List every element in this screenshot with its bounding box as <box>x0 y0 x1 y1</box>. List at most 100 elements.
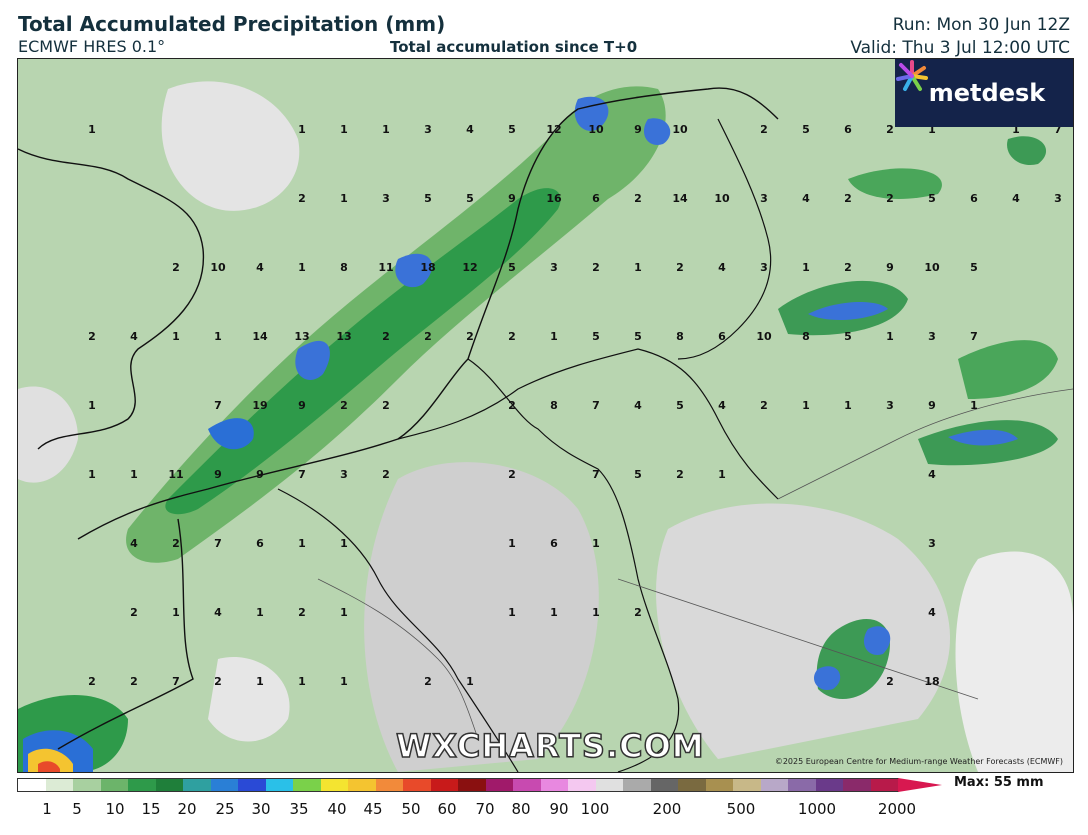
grid-value-label: 4 <box>718 261 726 274</box>
grid-value-label: 1 <box>340 192 348 205</box>
grid-value-label: 7 <box>1054 123 1062 136</box>
grid-value-label: 1 <box>886 330 894 343</box>
grid-value-label: 4 <box>634 399 642 412</box>
grid-value-label: 2 <box>382 468 390 481</box>
colorbar-ticks: 1 5 10 15 20 25 30 35 40 45 50 60 70 80 90 100 200 500 100… <box>17 800 916 820</box>
heavy-rain-cell <box>808 302 888 321</box>
colorbar-tick-label: 10 <box>105 800 125 818</box>
grid-value-label: 2 <box>844 261 852 274</box>
heavy-rain-cell <box>813 666 841 690</box>
grid-value-label: 5 <box>592 330 600 343</box>
grid-value-label: 5 <box>970 261 978 274</box>
grid-value-label: 1 <box>172 606 180 619</box>
colorbar-max-label: Max: 55 mm <box>954 775 1044 790</box>
coastline <box>467 87 779 360</box>
grid-value-label: 2 <box>298 192 306 205</box>
grid-value-label: 8 <box>802 330 810 343</box>
grid-value-label: 1 <box>340 675 348 688</box>
dry-area <box>18 386 78 483</box>
colorbar-arrow <box>898 778 942 792</box>
grid-value-label: 2 <box>760 399 768 412</box>
grid-value-label: 4 <box>214 606 222 619</box>
grid-value-label: 10 <box>588 123 604 136</box>
heavy-rain-cell <box>574 96 609 131</box>
grid-value-label: 6 <box>844 123 852 136</box>
grid-value-label: 5 <box>508 123 516 136</box>
grid-value-label: 14 <box>672 192 688 205</box>
grid-value-label: 1 <box>256 675 264 688</box>
colorbar-tick-label: 20 <box>177 800 197 818</box>
grid-value-label: 3 <box>886 399 894 412</box>
grid-value-label: 2 <box>466 330 474 343</box>
grid-value-label: 4 <box>256 261 264 274</box>
precipitation-colorbar <box>17 778 899 792</box>
grid-value-label: 10 <box>672 123 688 136</box>
region-line <box>777 388 1073 500</box>
grid-value-label: 2 <box>424 330 432 343</box>
grid-value-label: 1 <box>298 261 306 274</box>
grid-value-label: 9 <box>256 468 264 481</box>
grid-value-label: 1 <box>844 399 852 412</box>
grid-value-label: 4 <box>130 330 138 343</box>
grid-value-label: 10 <box>756 330 772 343</box>
colorbar-tick-label: 5 <box>72 800 82 818</box>
heavy-rain-cell <box>863 626 891 655</box>
grid-value-label: 5 <box>676 399 684 412</box>
grid-value-label: 7 <box>592 399 600 412</box>
grid-value-label: 3 <box>550 261 558 274</box>
grid-value-label: 12 <box>462 261 477 274</box>
coastline <box>18 148 205 450</box>
grid-value-label: 9 <box>634 123 642 136</box>
grid-value-label: 1 <box>508 537 516 550</box>
grid-value-label: 1 <box>214 330 222 343</box>
colorbar-tick-label: 90 <box>549 800 569 818</box>
grid-value-label: 2 <box>508 468 516 481</box>
border <box>677 118 772 360</box>
grid-value-label: 1 <box>508 606 516 619</box>
grid-value-label: 1 <box>298 123 306 136</box>
dry-area <box>656 503 951 759</box>
grid-value-label: 1 <box>802 399 810 412</box>
map-canvas: 1 1 1 1 3 4 5 12 10 9 10 2 5 6 2 1 1 72 1 3 5 5 9 16 6 2 14 10 3 4 2 2 5… <box>18 59 1073 772</box>
grid-value-label: 1 <box>130 468 138 481</box>
grid-value-label: 9 <box>886 261 894 274</box>
grid-value-label: 5 <box>634 468 642 481</box>
region-line <box>317 578 479 740</box>
grid-value-label: 4 <box>130 537 138 550</box>
grid-value-label: 12 <box>546 123 561 136</box>
grid-value-label: 2 <box>844 192 852 205</box>
grid-value-label: 8 <box>340 261 348 274</box>
grid-value-label: 1 <box>340 123 348 136</box>
grid-value-label: 3 <box>340 468 348 481</box>
grid-value-label: 7 <box>214 537 222 550</box>
heavy-rain-cell <box>295 340 330 380</box>
copyright-note: ©2025 European Centre for Medium-range W… <box>774 757 1063 766</box>
coastline <box>77 358 469 540</box>
grid-value-label: 3 <box>928 537 936 550</box>
grid-value-label: 14 <box>252 330 268 343</box>
grid-value-label: 4 <box>928 468 936 481</box>
grid-value-label: 1 <box>1012 123 1020 136</box>
grid-value-label: 1 <box>802 261 810 274</box>
grid-value-label: 2 <box>508 399 516 412</box>
grid-value-label: 1 <box>592 537 600 550</box>
grid-value-label: 1 <box>550 330 558 343</box>
rain-band <box>1007 136 1047 165</box>
grid-value-label: 5 <box>634 330 642 343</box>
grid-value-label: 9 <box>508 192 516 205</box>
grid-value-label: 2 <box>676 468 684 481</box>
grid-value-label: 9 <box>214 468 222 481</box>
grid-value-label: 8 <box>550 399 558 412</box>
grid-value-label: 10 <box>924 261 940 274</box>
grid-value-label: 8 <box>676 330 684 343</box>
grid-value-label: 2 <box>676 261 684 274</box>
colorbar-tick-label: 15 <box>141 800 161 818</box>
heavy-rain-cell <box>643 118 671 145</box>
grid-value-labels: 1 1 1 1 3 4 5 12 10 9 10 2 5 6 2 1 1 72 1 3 5 5 9 16 6 2 14 10 3 4 2 2 5… <box>88 123 1062 688</box>
grid-value-label: 1 <box>466 675 474 688</box>
colorbar-tick-label: 1000 <box>797 800 837 818</box>
grid-value-label: 2 <box>382 330 390 343</box>
grid-value-label: 3 <box>760 192 768 205</box>
colorbar-tick-label: 50 <box>401 800 421 818</box>
wxcharts-watermark: WXCHARTS.COM <box>395 726 705 766</box>
